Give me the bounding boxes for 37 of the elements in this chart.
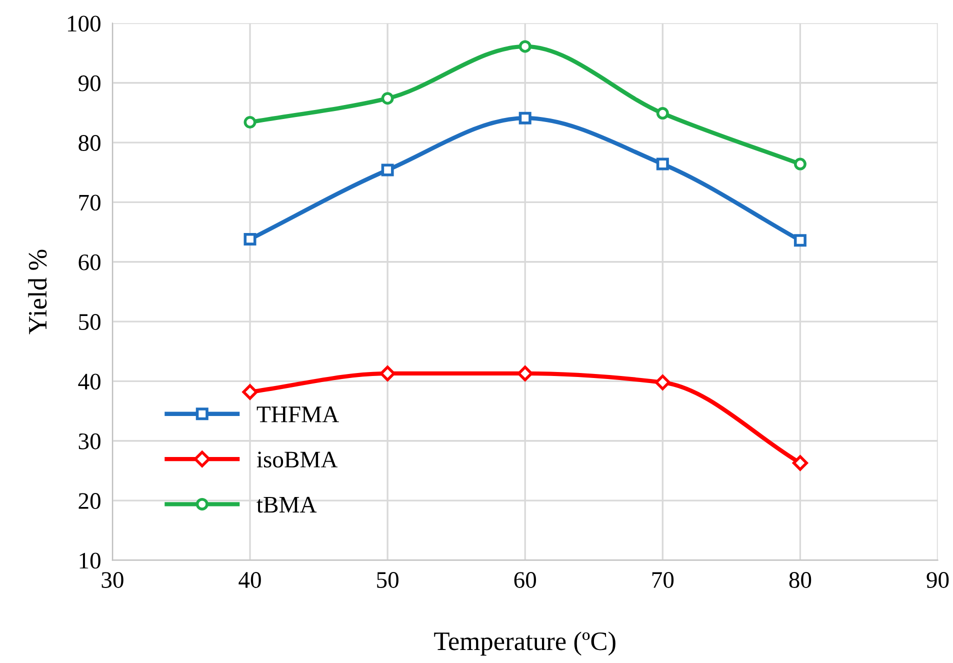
y-tick-label: 30: [78, 433, 100, 450]
y-tick-label: 100: [68, 16, 100, 32]
point: [244, 116, 256, 129]
point: [242, 384, 258, 400]
x-tick-label: 90: [926, 572, 949, 588]
point: [792, 455, 808, 471]
legend-label: THFMA: [256, 406, 339, 422]
x-tick-label: 50: [377, 572, 398, 588]
point: [381, 164, 394, 176]
y-tick-label: 50: [79, 314, 100, 330]
point: [518, 112, 532, 124]
y-axis-title: Yield %: [28, 250, 47, 334]
y-tick-label: 80: [78, 135, 100, 151]
point: [794, 234, 806, 247]
x-tick-label: 80: [789, 572, 812, 588]
x-tick-label: 60: [514, 572, 536, 588]
x-tick-label: 40: [238, 572, 261, 588]
point: [381, 92, 394, 105]
point: [656, 158, 669, 170]
point: [517, 366, 533, 382]
y-tick-label: 70: [79, 194, 100, 211]
point: [794, 158, 806, 170]
point: [518, 40, 532, 53]
y-tick-label: 10: [80, 552, 100, 569]
x-tick-label: 70: [652, 572, 674, 588]
point: [380, 366, 396, 382]
x-axis-title: Temperature (ºC): [434, 632, 616, 656]
y-tick-label: 90: [78, 75, 100, 92]
x-tick-label: 30: [102, 572, 124, 588]
y-tick-label: 40: [78, 374, 100, 390]
legend-label: tBMA: [256, 496, 317, 513]
point: [244, 232, 256, 246]
point: [654, 374, 670, 390]
y-tick-label: 60: [78, 254, 100, 270]
y-tick-label: 20: [78, 493, 100, 509]
legend-label: isoBMA: [256, 452, 338, 468]
point: [656, 107, 669, 120]
